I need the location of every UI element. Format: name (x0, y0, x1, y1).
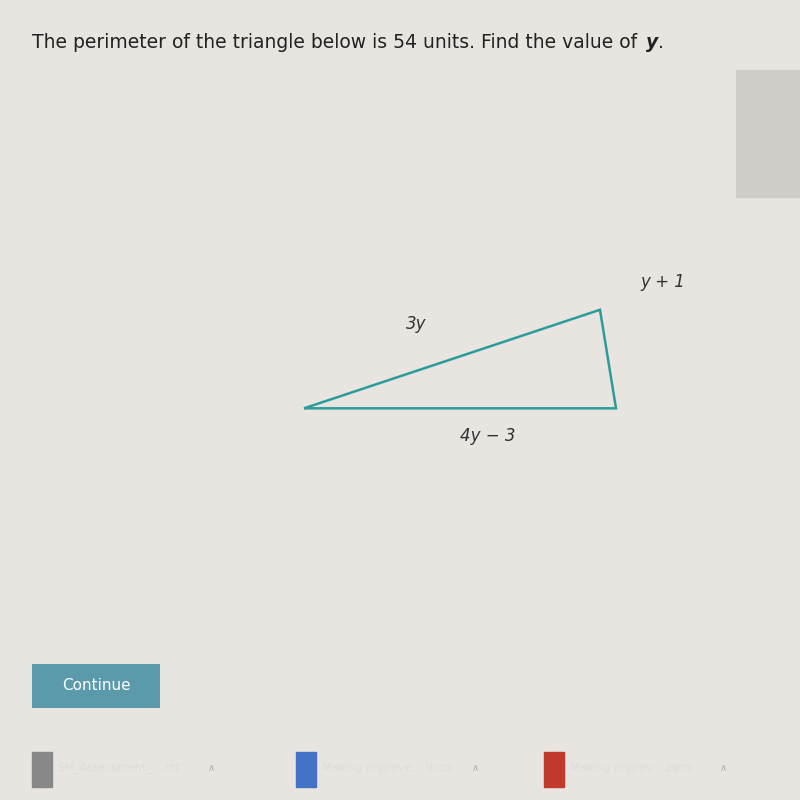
Text: ∧: ∧ (208, 763, 215, 773)
Text: 3y: 3y (406, 315, 426, 333)
Bar (544, 752, 564, 787)
Text: SM_Assessment_....rtf: SM_Assessment_....rtf (58, 762, 180, 774)
Text: 4y − 3: 4y − 3 (460, 427, 516, 446)
Text: Making improve....docx: Making improve....docx (322, 763, 452, 773)
FancyBboxPatch shape (28, 664, 164, 708)
Text: .: . (658, 33, 663, 52)
Text: ∧: ∧ (720, 763, 727, 773)
Text: y + 1: y + 1 (640, 273, 685, 290)
Bar (296, 752, 316, 787)
Text: Making improv....pptx: Making improv....pptx (570, 763, 691, 773)
Bar (32, 752, 52, 787)
Text: ∧: ∧ (472, 763, 479, 773)
Text: The perimeter of the triangle below is 54 units. Find the value of: The perimeter of the triangle below is 5… (32, 33, 643, 52)
Text: Continue: Continue (62, 678, 130, 694)
Text: y: y (646, 33, 658, 52)
Bar (736, 70, 800, 197)
